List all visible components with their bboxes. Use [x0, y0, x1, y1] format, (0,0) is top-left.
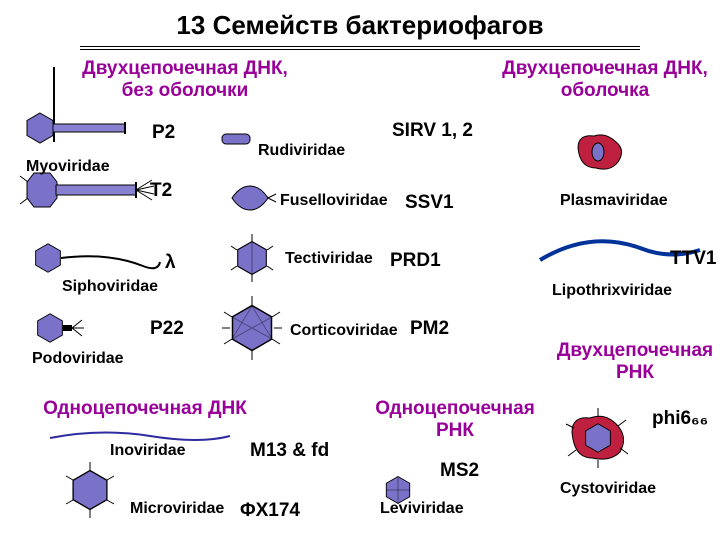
label-siphoviridae: Siphoviridae: [62, 278, 158, 296]
shape-inoviridae: [50, 432, 230, 440]
shape-plasmaviridae: [578, 135, 622, 169]
shape-myoviridae-p2: [27, 67, 125, 143]
label-cystoviridae: Cystoviridae: [560, 480, 656, 498]
label-rudiviridae: Rudiviridae: [258, 142, 345, 160]
shape-fuselloviridae: [232, 186, 276, 210]
example-ms2: MS2: [440, 460, 479, 482]
diagram-canvas: [0, 0, 720, 540]
label-podoviridae: Podoviridae: [32, 350, 124, 368]
example-pm2: PM2: [410, 318, 449, 340]
example-t2: T2: [150, 180, 172, 202]
example-sirv: SIRV 1, 2: [392, 120, 473, 142]
shape-corticoviridae: [222, 296, 282, 360]
example-m13fd: M13 & fd: [250, 440, 329, 462]
shape-tectiviridae: [231, 234, 273, 282]
example-prd1: PRD1: [390, 250, 441, 272]
label-microviridae: Microviridae: [130, 500, 224, 518]
example-ttv1: TTV1: [670, 248, 716, 270]
label-myoviridae: Myoviridae: [26, 158, 110, 176]
example-phi666: phi6₆₆: [652, 408, 708, 430]
label-lipothrixviridae: Lipothrixviridae: [552, 282, 672, 300]
shape-cystoviridae: [566, 408, 628, 468]
label-inoviridae: Inoviridae: [110, 442, 186, 460]
shape-siphoviridae: [36, 244, 160, 273]
example-p2: P2: [152, 122, 175, 144]
label-plasmaviridae: Plasmaviridae: [560, 192, 668, 210]
shape-microviridae: [66, 462, 114, 518]
example-ssv1: SSV1: [405, 192, 454, 214]
label-corticoviridae: Corticoviridae: [290, 322, 398, 340]
label-tectiviridae: Tectiviridae: [285, 250, 373, 268]
shape-podoviridae: [38, 314, 84, 343]
shape-rudiviridae: [222, 134, 250, 144]
example-lambda: λ: [165, 252, 176, 274]
example-fx174: ΦX174: [240, 500, 300, 522]
label-leviviridae: Leviviridae: [380, 500, 464, 518]
example-p22: P22: [150, 318, 184, 340]
label-fuselloviridae: Fuselloviridae: [280, 192, 388, 210]
shape-myoviridae-t2: [20, 173, 154, 207]
